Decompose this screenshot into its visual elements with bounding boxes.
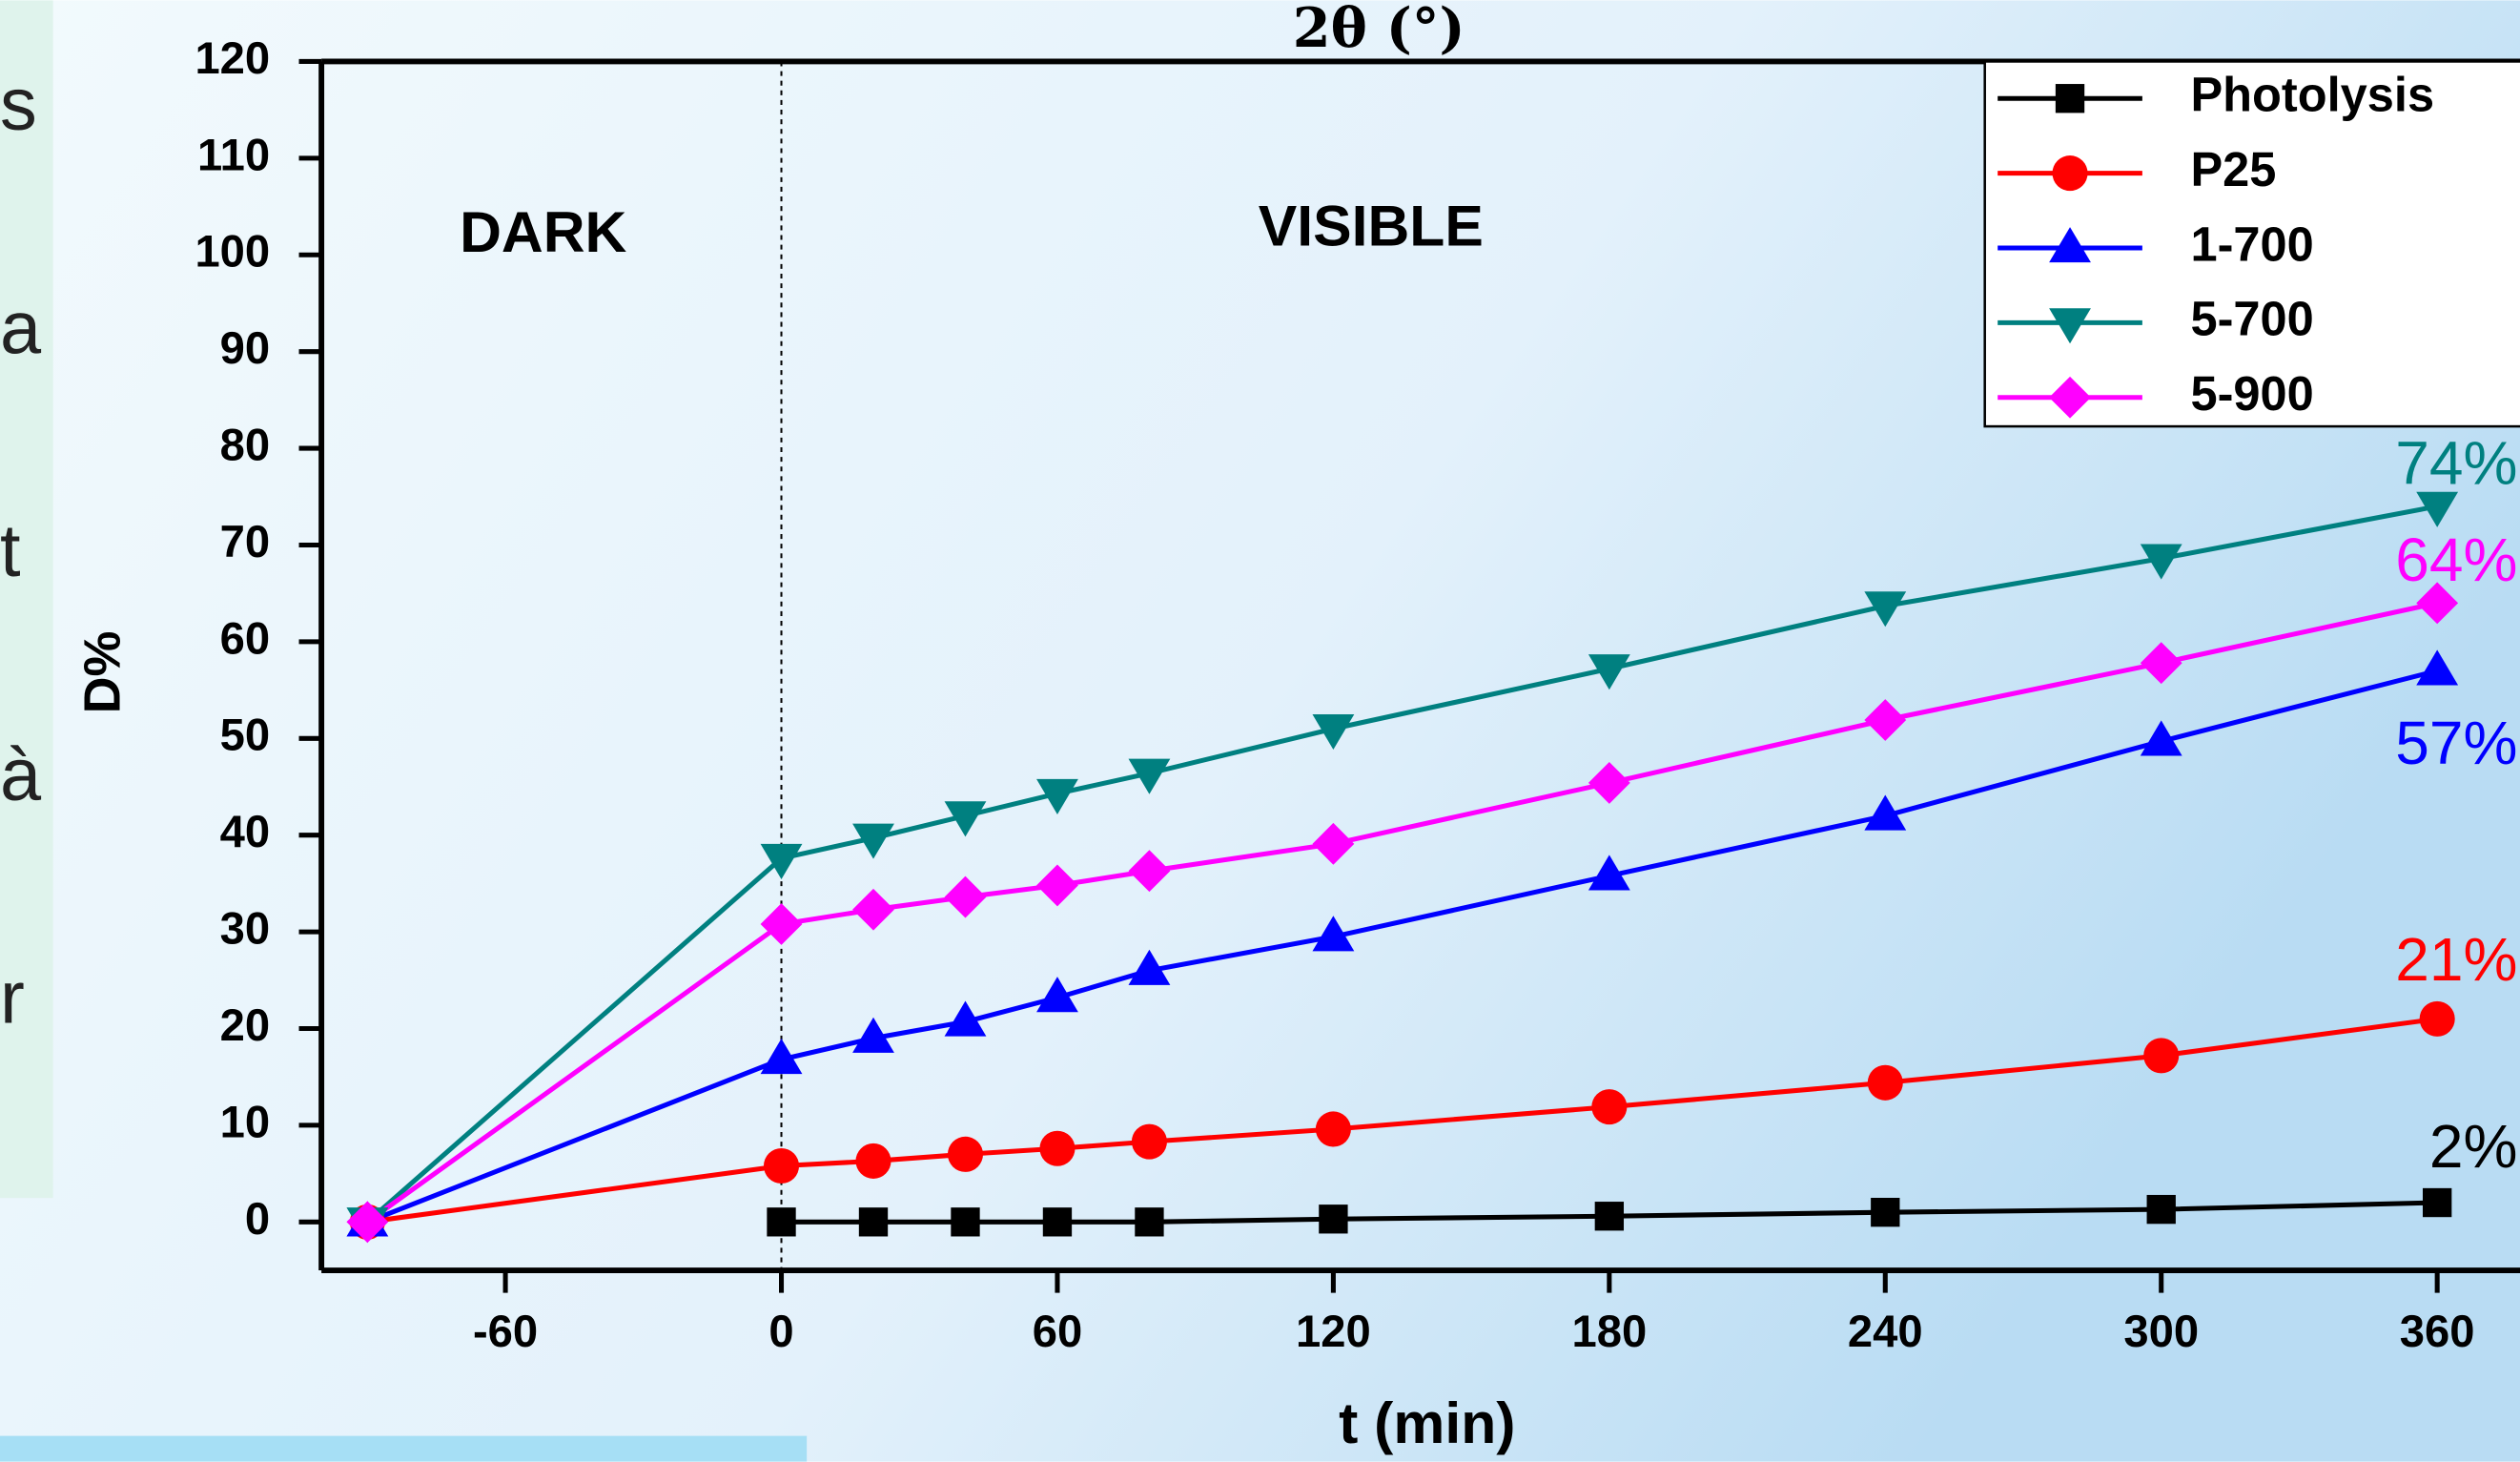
x-tick-label: 180 (1571, 1307, 1647, 1357)
x-tick-label: -60 (473, 1307, 538, 1357)
text-fragment: s (0, 64, 37, 146)
x-axis-label: t (min) (1339, 1390, 1515, 1455)
marker (1588, 762, 1630, 804)
marker (2140, 720, 2182, 756)
marker (2416, 491, 2459, 527)
marker (852, 823, 894, 859)
marker (2419, 1000, 2455, 1037)
marker (2143, 1038, 2180, 1074)
marker (767, 1207, 796, 1237)
marker (1319, 1205, 1348, 1234)
marker (1588, 654, 1630, 690)
marker (2140, 544, 2182, 580)
legend-label: 1-700 (2190, 216, 2313, 271)
region-label: DARK (460, 199, 626, 264)
marker (1315, 1111, 1351, 1147)
value-label: 74% (2395, 428, 2517, 497)
marker (1036, 864, 1078, 907)
y-tick-label: 100 (195, 227, 270, 278)
y-tick-label: 110 (197, 130, 270, 180)
value-label: 57% (2395, 709, 2517, 777)
legend-item: 5-700 (1998, 292, 2314, 346)
marker (2146, 1194, 2176, 1225)
marker (1867, 1064, 1903, 1101)
marker (852, 1017, 894, 1053)
marker (2416, 649, 2459, 686)
marker (1135, 1207, 1164, 1237)
x-tick-label: 300 (2123, 1307, 2199, 1357)
text-fragment: t (0, 510, 21, 592)
marker (951, 1207, 980, 1237)
y-tick-label: 50 (220, 710, 270, 761)
marker (944, 875, 987, 918)
legend-item: P25 (1998, 142, 2276, 196)
marker (1128, 758, 1171, 794)
marker (944, 801, 987, 837)
y-tick-label: 70 (220, 517, 270, 567)
marker (1312, 916, 1355, 952)
marker (1131, 1123, 1167, 1160)
y-tick-label: 30 (220, 904, 270, 955)
y-tick-label: 60 (220, 613, 270, 664)
marker (1036, 977, 1078, 1013)
marker (1312, 713, 1355, 751)
value-label: 64% (2395, 525, 2517, 594)
marker (763, 1147, 800, 1184)
legend-label: P25 (2190, 142, 2276, 196)
x-tick-label: 120 (1296, 1307, 1371, 1357)
y-tick-label: 40 (220, 807, 270, 857)
region-label: VISIBLE (1259, 193, 1484, 257)
marker (760, 1039, 803, 1075)
legend-label: Photolysis (2190, 68, 2434, 122)
x-tick-label: 0 (768, 1307, 793, 1357)
marker (852, 888, 894, 931)
value-label: 2% (2429, 1112, 2518, 1181)
y-axis-label: D% (73, 631, 131, 714)
y-tick-label: 20 (220, 1000, 270, 1051)
marker (855, 1143, 891, 1179)
marker (1312, 822, 1355, 865)
x-tick-label: 240 (1848, 1307, 1923, 1357)
marker (2049, 308, 2091, 344)
x-tick-label: 360 (2400, 1307, 2475, 1357)
marker (1128, 949, 1171, 985)
series-line (781, 1200, 2438, 1225)
marker (1591, 1089, 1628, 1125)
marker (1871, 1198, 1900, 1227)
legend-item: Photolysis (1998, 68, 2434, 122)
marker (1042, 1207, 1073, 1237)
marker (1864, 794, 1907, 831)
x-tick-label: 60 (1033, 1307, 1083, 1357)
text-fragment: r (0, 958, 25, 1040)
text-fragment: a (0, 287, 42, 369)
y-tick-label: 90 (220, 323, 270, 374)
y-tick-label: 80 (220, 421, 270, 471)
marker (2422, 1187, 2452, 1218)
legend-item: 1-700 (1998, 216, 2314, 271)
marker (2049, 227, 2091, 263)
top-text: 2θ (°) (1293, 0, 1465, 60)
marker (1594, 1202, 1625, 1231)
marker (1864, 591, 1907, 628)
value-label: 21% (2395, 925, 2517, 994)
y-tick-label: 120 (195, 33, 270, 84)
marker (858, 1207, 889, 1237)
marker (1036, 778, 1078, 815)
marker (947, 1136, 984, 1172)
marker (760, 843, 803, 879)
marker (2055, 84, 2085, 113)
marker (2052, 155, 2088, 192)
y-tick-label: 0 (245, 1194, 270, 1245)
legend-label: 5-900 (2190, 366, 2313, 421)
y-tick-label: 10 (220, 1097, 270, 1147)
marker (1039, 1130, 1076, 1166)
text-fragment: à (0, 733, 42, 815)
marker (944, 1000, 987, 1037)
side-panel (0, 0, 53, 1199)
legend-label: 5-700 (2190, 292, 2313, 346)
bottom-panel (0, 1435, 808, 1462)
marker (1588, 855, 1630, 891)
